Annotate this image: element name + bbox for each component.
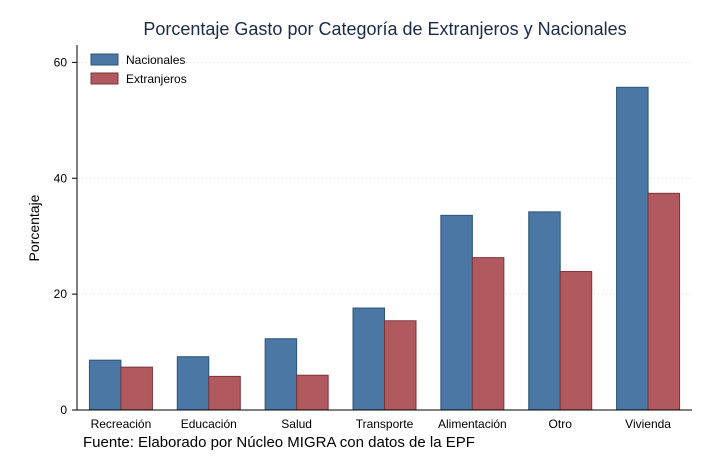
bar-extranjeros-3 — [296, 374, 329, 411]
x-tick-label: Recreación — [91, 417, 152, 431]
y-tick-label: 60 — [54, 55, 68, 69]
gridlines — [78, 61, 692, 295]
y-ticks: 0 20 40 60 — [54, 55, 77, 417]
bar-nacionales-5 — [440, 214, 473, 411]
y-tick-label: 0 — [60, 403, 67, 417]
x-tick-label: Educación — [181, 417, 237, 431]
bar-extranjeros-4 — [384, 320, 417, 411]
legend: Nacionales Extranjeros — [90, 53, 187, 86]
x-tick-label: Transporte — [356, 417, 414, 431]
x-tick-label: Otro — [549, 417, 573, 431]
y-tick-label: 40 — [54, 171, 68, 185]
bars — [88, 86, 681, 411]
legend-label: Extranjeros — [126, 72, 187, 86]
bar-extranjeros-6 — [559, 271, 593, 411]
bar-nacionales-1 — [88, 359, 122, 411]
legend-swatch-nacionales — [90, 53, 119, 66]
bar-extranjeros-5 — [471, 257, 505, 411]
legend-swatch-extranjeros — [90, 72, 119, 85]
bar-nacionales-7 — [616, 86, 649, 411]
x-tick-label: Salud — [281, 417, 312, 431]
bar-extranjeros-7 — [647, 192, 681, 411]
bar-nacionales-2 — [176, 356, 210, 411]
bar-extranjeros-2 — [208, 375, 241, 411]
y-axis-title: Porcentaje — [26, 194, 42, 261]
y-tick-label: 20 — [54, 287, 68, 301]
x-tick-labels: Recreación Educación Salud Transporte Alimen… — [91, 417, 672, 431]
source-note: Fuente: Elaborado por Núcleo MIGRA con d… — [83, 434, 475, 451]
bar-nacionales-6 — [528, 211, 561, 411]
x-tick-label: Alimentación — [438, 417, 507, 431]
bar-extranjeros-1 — [120, 366, 153, 411]
bar-nacionales-3 — [264, 338, 298, 411]
x-tick-label: Vivienda — [625, 417, 671, 431]
bar-nacionales-4 — [352, 307, 385, 411]
chart-title: Porcentaje Gasto por Categoría de Extran… — [143, 19, 626, 39]
legend-label: Nacionales — [126, 53, 185, 67]
